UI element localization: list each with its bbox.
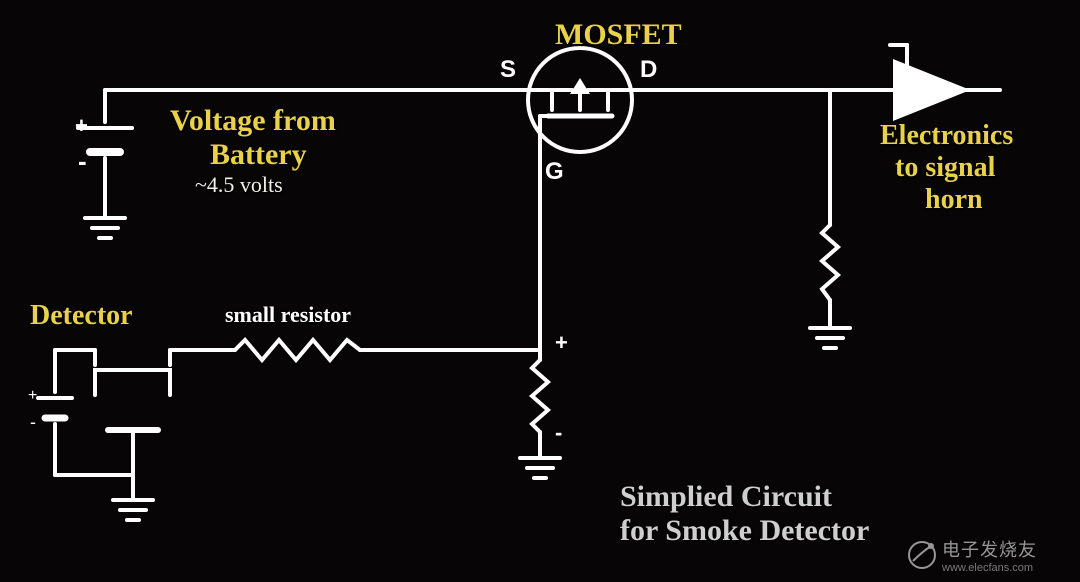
gate-resistor (532, 360, 548, 432)
diagram-canvas: + - + - MOSFET Voltage from Battery ~4.5… (0, 0, 1080, 582)
voltage-label-1: Voltage from (170, 104, 336, 139)
gate-res-plus: + (555, 330, 568, 356)
det-cell-plus-label: + (28, 387, 37, 404)
electronics-label-3: horn (925, 184, 983, 216)
battery-plus-label: + (75, 113, 88, 138)
small-resistor-label: small resistor (225, 302, 351, 327)
gate-res-minus: - (555, 420, 562, 446)
electronics-label-2: to signal (895, 152, 995, 184)
mosfet-arrow-icon (570, 78, 590, 94)
circuit-svg: + - + - (0, 0, 1080, 582)
voltage-label-2: Battery (210, 138, 307, 173)
detector-label: Detector (30, 300, 133, 332)
mosfet-label: MOSFET (555, 18, 682, 53)
watermark-en: www.elecfans.com (942, 562, 1037, 574)
electronics-label-1: Electronics (880, 120, 1013, 152)
watermark: 电子发烧友 www.elecfans.com (942, 536, 1037, 574)
pin-source: S (500, 56, 516, 84)
diagram-title-2: for Smoke Detector (620, 514, 869, 549)
pin-gate: G (545, 158, 564, 186)
watermark-cn: 电子发烧友 (942, 536, 1037, 562)
diagram-title-1: Simplied Circuit (620, 480, 832, 515)
chamber-top-plate (95, 370, 170, 395)
voltage-label-3: ~4.5 volts (195, 172, 283, 197)
battery-minus-label: - (78, 146, 87, 176)
pin-drain: D (640, 56, 657, 84)
elecfans-logo-icon (905, 538, 939, 572)
det-cell-minus-label: - (30, 412, 36, 432)
amplifier-icon (895, 62, 965, 118)
small-resistor (235, 340, 360, 360)
drain-resistor (822, 225, 838, 300)
